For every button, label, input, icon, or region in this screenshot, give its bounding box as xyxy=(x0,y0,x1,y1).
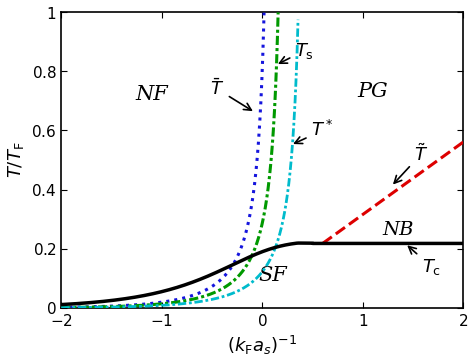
Text: $T_{\mathrm{s}}$: $T_{\mathrm{s}}$ xyxy=(280,41,314,63)
X-axis label: $(k_{\rm F}a_s)^{-1}$: $(k_{\rm F}a_s)^{-1}$ xyxy=(228,334,297,358)
Text: $T_{\mathrm{c}}$: $T_{\mathrm{c}}$ xyxy=(409,246,441,277)
Text: SF: SF xyxy=(258,266,287,285)
Y-axis label: $T/T_{\rm F}$: $T/T_{\rm F}$ xyxy=(6,142,26,178)
Text: PG: PG xyxy=(357,82,388,101)
Text: $T^*$: $T^*$ xyxy=(295,121,334,143)
Text: $\tilde{T}$: $\tilde{T}$ xyxy=(394,143,428,183)
Text: NF: NF xyxy=(136,85,168,105)
Text: $\bar{T}$: $\bar{T}$ xyxy=(210,79,251,110)
Text: NB: NB xyxy=(383,220,414,238)
